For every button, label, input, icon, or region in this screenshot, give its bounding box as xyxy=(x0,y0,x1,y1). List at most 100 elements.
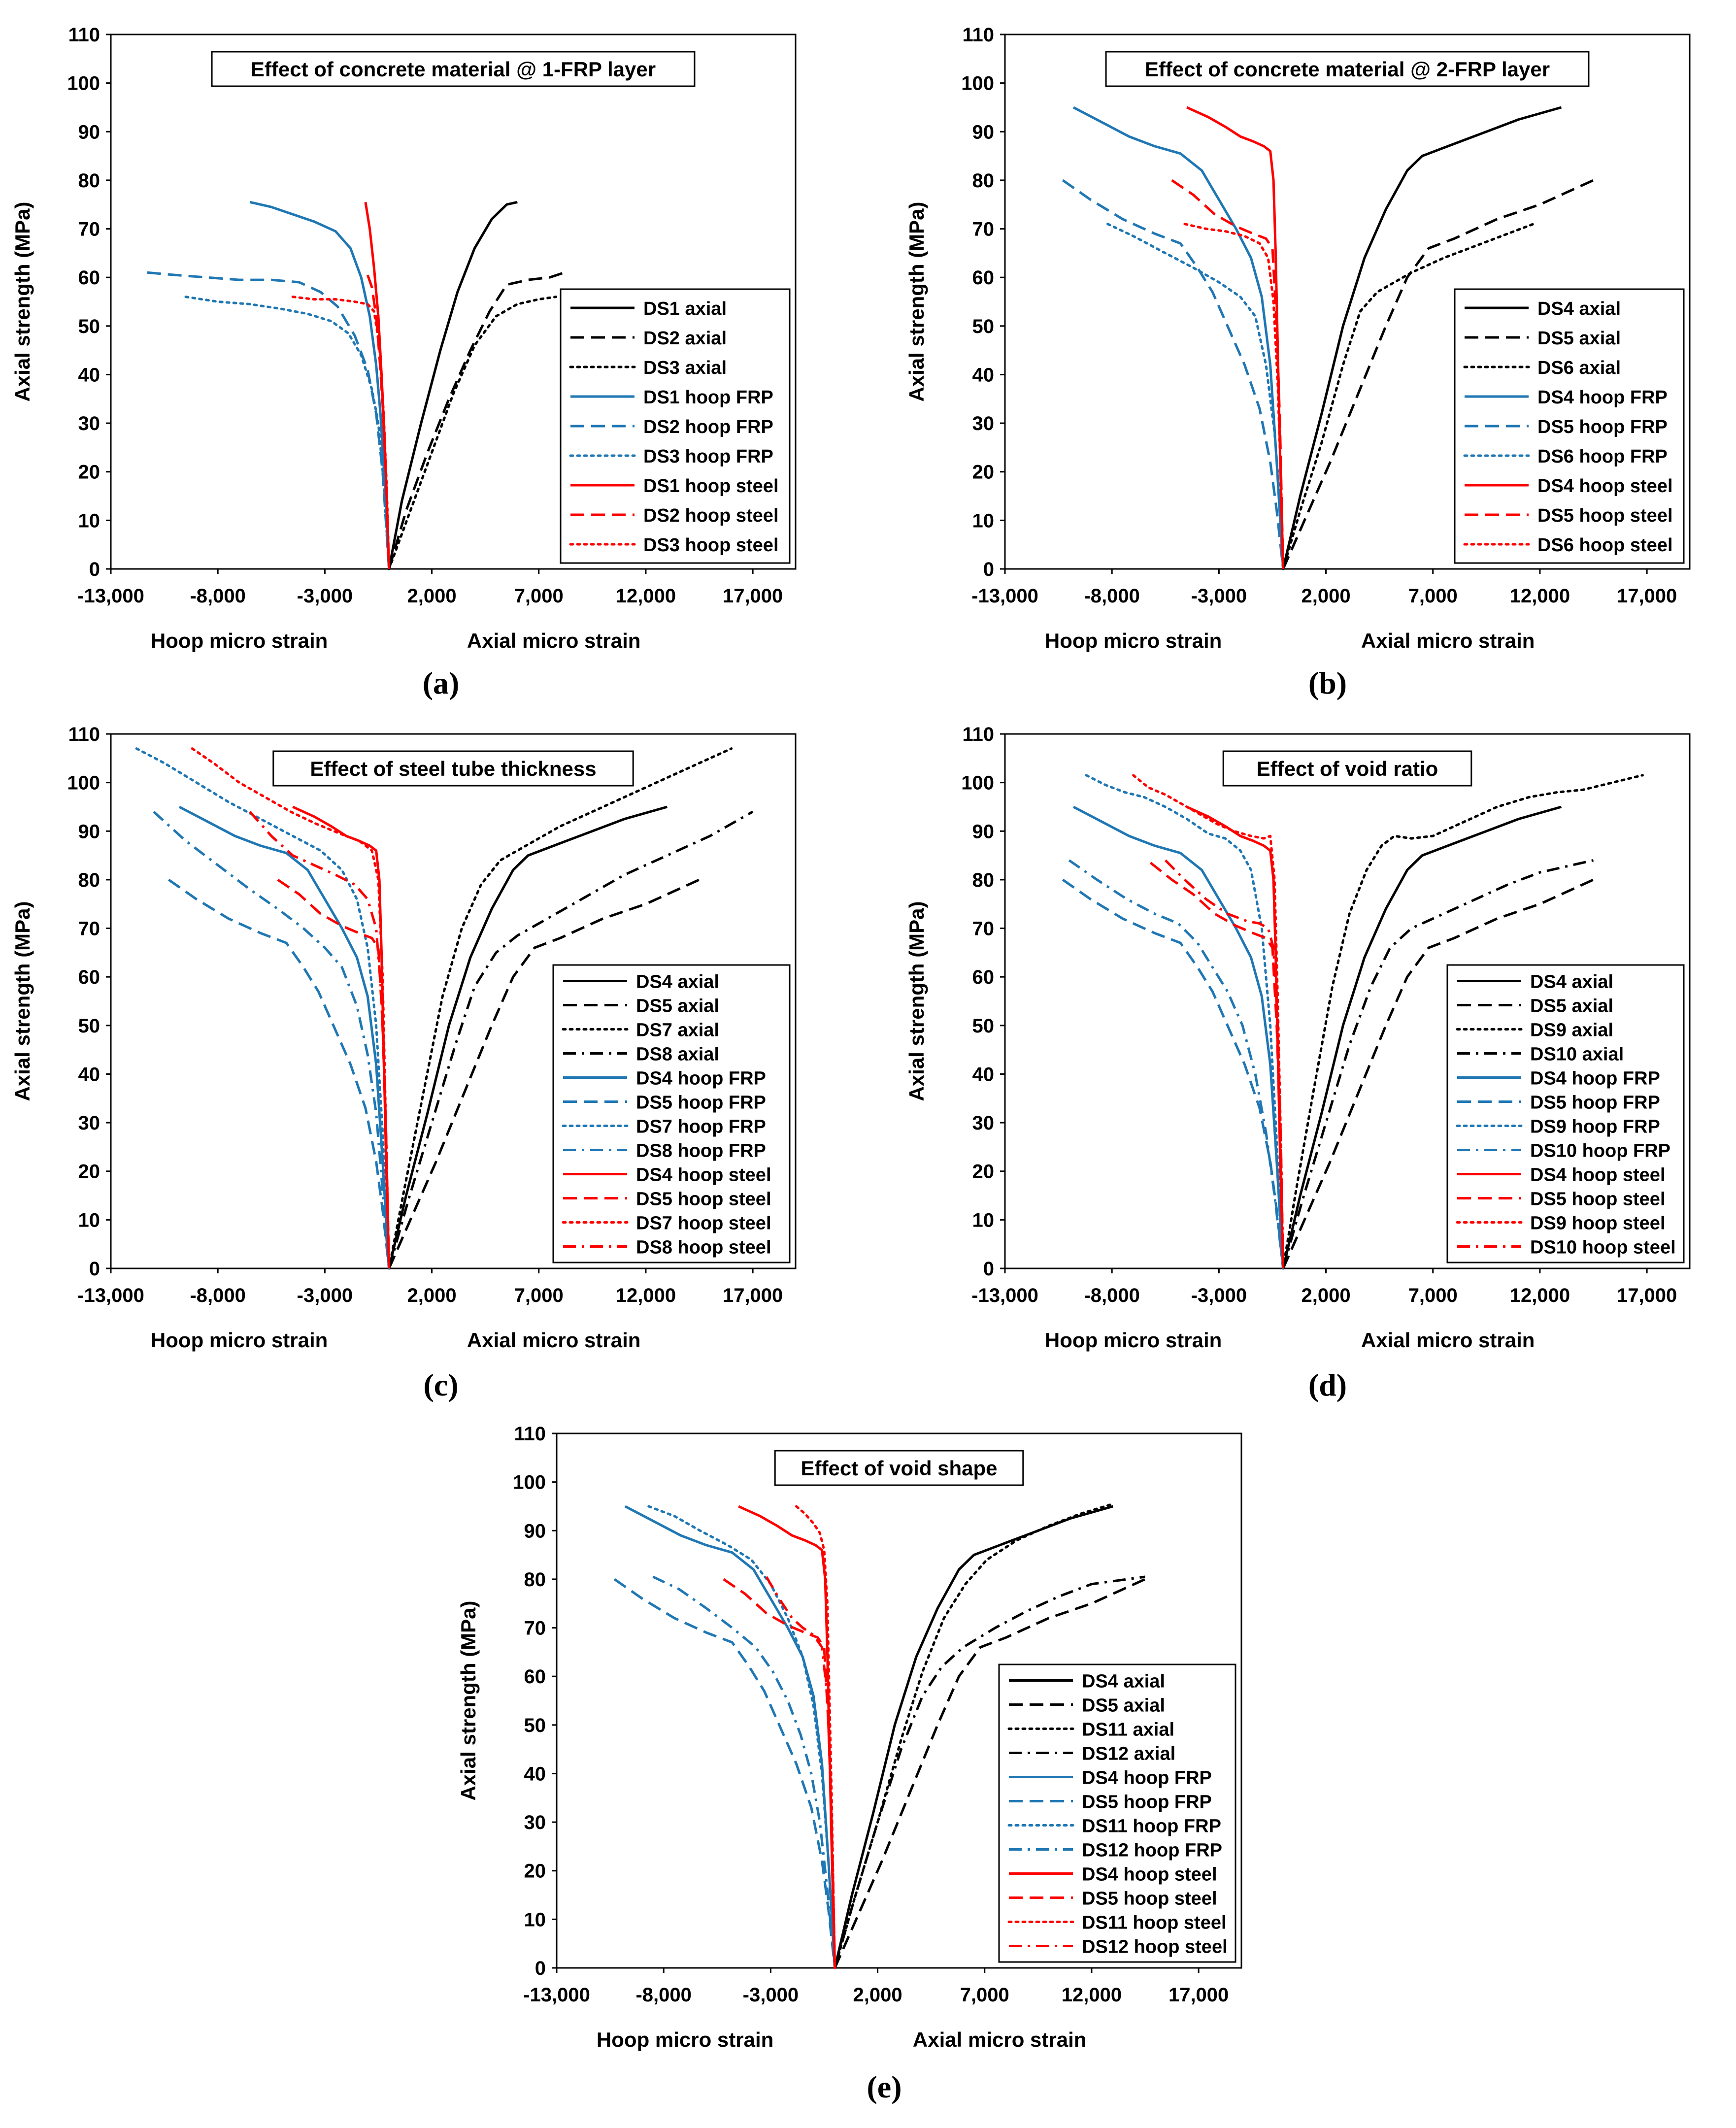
plot-area xyxy=(1004,733,1691,1269)
y-tick-label: 80 xyxy=(972,869,995,891)
chart-title-box xyxy=(272,750,634,787)
y-tick-label: 0 xyxy=(983,1258,994,1280)
legend-label: DS9 hoop FRP xyxy=(1530,1117,1660,1137)
series-line xyxy=(1062,179,1285,569)
plot-area xyxy=(556,1432,1242,1969)
y-tick-label: 60 xyxy=(78,966,100,988)
x-tick-label: 17,000 xyxy=(723,1285,783,1306)
legend-label: DS5 hoop FRP xyxy=(1537,417,1668,437)
x-tick-label: 17,000 xyxy=(1168,1984,1229,2006)
y-tick-label: 20 xyxy=(78,1161,100,1183)
x-axis-label-axial: Axial micro strain xyxy=(913,2028,1086,2051)
series-line xyxy=(1149,862,1285,1269)
legend-label: DS5 axial xyxy=(636,996,719,1017)
chart-title: Effect of void shape xyxy=(801,1457,997,1480)
legend xyxy=(560,288,791,564)
y-tick-label: 90 xyxy=(78,121,100,143)
x-axis-label-axial: Axial micro strain xyxy=(467,629,640,652)
legend-label: DS2 hoop FRP xyxy=(643,417,773,437)
x-tick-label: 12,000 xyxy=(1510,585,1570,607)
legend xyxy=(1446,964,1685,1264)
x-tick-label: 7,000 xyxy=(1408,1285,1458,1306)
x-tick-label: -13,000 xyxy=(523,1984,590,2006)
y-tick-label: 70 xyxy=(972,918,995,940)
legend-label: DS12 hoop FRP xyxy=(1082,1840,1222,1861)
series-line xyxy=(153,810,391,1269)
series-line xyxy=(1282,223,1535,570)
y-tick-label: 30 xyxy=(78,413,100,434)
y-tick-label: 80 xyxy=(78,170,100,192)
series-line xyxy=(1072,106,1285,569)
legend-label: DS4 hoop steel xyxy=(1530,1165,1666,1186)
series-line xyxy=(292,805,391,1269)
legend-label: DS5 hoop FRP xyxy=(1082,1792,1212,1813)
x-tick-label: 7,000 xyxy=(1408,585,1458,607)
x-axis-label-hoop: Hoop micro strain xyxy=(1045,1329,1222,1352)
series-line xyxy=(291,296,391,570)
legend-label: DS4 hoop FRP xyxy=(1082,1768,1212,1789)
series-line xyxy=(167,878,391,1269)
caption-b: (b) xyxy=(1308,665,1347,700)
y-tick-label: 20 xyxy=(972,1161,995,1183)
x-tick-label: -3,000 xyxy=(1191,585,1247,607)
x-tick-label: -13,000 xyxy=(971,585,1038,607)
y-tick-label: 50 xyxy=(972,1015,995,1037)
y-tick-label: 40 xyxy=(524,1763,546,1785)
chart-title-box xyxy=(1222,750,1472,787)
x-axis-label-axial: Axial micro strain xyxy=(1361,1329,1535,1352)
y-tick-label: 80 xyxy=(524,1569,546,1591)
y-tick-label: 60 xyxy=(972,966,995,988)
caption-a: (a) xyxy=(422,665,460,700)
series-line xyxy=(765,1576,836,1968)
y-tick-label: 110 xyxy=(962,24,994,46)
x-axis-label-hoop: Hoop micro strain xyxy=(597,2028,773,2051)
x-tick-label: 2,000 xyxy=(407,585,457,607)
chart-a: 0 10 20 30 40 50 60 70 80 90 100 110 -13,000 -8,000 -3… xyxy=(11,24,797,652)
x-axis-label-hoop: Hoop micro strain xyxy=(151,629,328,652)
x-tick-label: 17,000 xyxy=(1617,1285,1677,1306)
y-tick-label: 30 xyxy=(972,413,995,434)
y-tick-label: 20 xyxy=(524,1861,546,1882)
legend-label: DS11 hoop FRP xyxy=(1082,1816,1221,1837)
chart-title-box xyxy=(211,51,696,87)
x-tick-label: 7,000 xyxy=(514,1285,564,1306)
legend-label: DS10 hoop FRP xyxy=(1530,1141,1670,1162)
series-line xyxy=(135,747,391,1270)
legend-label: DS8 hoop steel xyxy=(636,1237,771,1258)
series-line xyxy=(613,1578,836,1968)
x-axis-label-hoop: Hoop micro strain xyxy=(1045,629,1222,652)
series-line xyxy=(1282,878,1594,1269)
legend-label: DS8 axial xyxy=(636,1044,719,1065)
plot-area xyxy=(1004,33,1691,570)
legend-label: DS2 hoop steel xyxy=(643,505,779,526)
series-line xyxy=(388,296,557,570)
series-line xyxy=(738,1505,836,1968)
x-tick-label: -13,000 xyxy=(77,585,144,607)
series-line xyxy=(191,747,391,1270)
y-tick-label: 0 xyxy=(535,1958,546,1979)
y-tick-label: 40 xyxy=(78,1064,100,1085)
x-axis-label-axial: Axial micro strain xyxy=(1361,629,1535,652)
legend-label: DS11 axial xyxy=(1082,1720,1174,1740)
chart-title-box xyxy=(1105,51,1590,87)
legend-label: DS1 hoop FRP xyxy=(643,387,773,408)
y-axis-label: Axial strength (MPa) xyxy=(457,1600,480,1800)
series-line xyxy=(1282,774,1644,1270)
series-line xyxy=(366,274,391,569)
legend-label: DS1 axial xyxy=(643,299,727,319)
series-line xyxy=(388,810,754,1269)
chart-title: Effect of concrete material @ 1-FRP laye… xyxy=(251,58,656,81)
series-line xyxy=(652,1575,836,1968)
y-tick-label: 60 xyxy=(524,1666,546,1688)
series-line xyxy=(1062,878,1285,1269)
y-tick-label: 100 xyxy=(67,772,100,794)
series-line xyxy=(1171,179,1285,569)
y-tick-label: 10 xyxy=(972,510,995,532)
series-line xyxy=(723,1578,836,1968)
y-tick-label: 10 xyxy=(524,1909,546,1930)
y-tick-label: 60 xyxy=(78,267,100,289)
legend-label: DS5 hoop steel xyxy=(1537,505,1673,526)
legend xyxy=(552,964,791,1264)
y-tick-label: 10 xyxy=(972,1209,995,1231)
legend-label: DS12 axial xyxy=(1082,1744,1175,1764)
